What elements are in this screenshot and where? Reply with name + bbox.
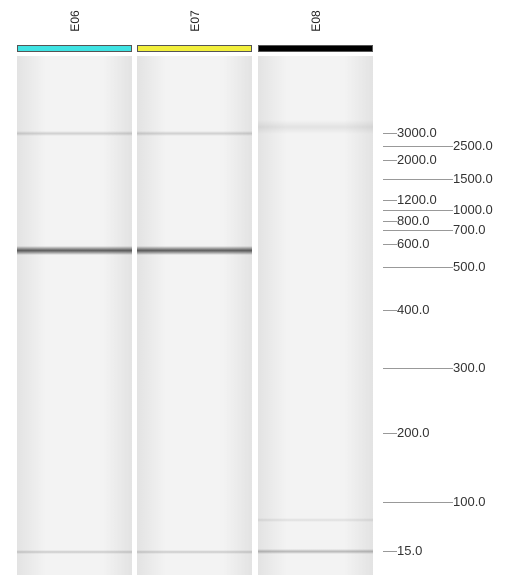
ladder-line xyxy=(383,267,453,268)
band xyxy=(17,131,132,136)
ladder-label: 1500.0 xyxy=(453,172,493,186)
ladder-line xyxy=(383,230,453,231)
ladder-line xyxy=(383,244,397,245)
gel-view: E06 E07 E08 3000.0 2500.0 2000.0 1500.0 1200.0 1… xyxy=(0,0,525,575)
ladder-line xyxy=(383,146,453,147)
ladder-label: 15.0 xyxy=(397,544,422,558)
ladder-line xyxy=(383,433,397,434)
lane-label: E07 xyxy=(178,1,212,41)
band xyxy=(17,246,132,255)
ladder-line xyxy=(383,210,453,211)
ladder-line xyxy=(383,502,453,503)
ladder-label: 2500.0 xyxy=(453,139,493,153)
ladder-label: 2000.0 xyxy=(397,153,437,167)
lane-label: E06 xyxy=(58,1,92,41)
ladder-line xyxy=(383,160,397,161)
ladder-line xyxy=(383,200,397,201)
lane-color-bar xyxy=(258,45,373,52)
ladder-line xyxy=(383,133,397,134)
band xyxy=(258,518,373,522)
ladder-label: 300.0 xyxy=(453,361,486,375)
ladder-label: 200.0 xyxy=(397,426,430,440)
lane-color-bar xyxy=(17,45,132,52)
ladder-label: 500.0 xyxy=(453,260,486,274)
ladder-label: 800.0 xyxy=(397,214,430,228)
band xyxy=(258,120,373,134)
lane xyxy=(17,56,132,575)
ladder-label: 3000.0 xyxy=(397,126,437,140)
ladder-line xyxy=(383,221,397,222)
ladder-line xyxy=(383,310,397,311)
ladder-label: 700.0 xyxy=(453,223,486,237)
band xyxy=(137,550,252,554)
band xyxy=(137,131,252,136)
ladder-label: 1000.0 xyxy=(453,203,493,217)
ladder-label: 1200.0 xyxy=(397,193,437,207)
ladder-label: 600.0 xyxy=(397,237,430,251)
lane-color-bar xyxy=(137,45,252,52)
band xyxy=(17,550,132,554)
ladder-line xyxy=(383,368,453,369)
ladder-line xyxy=(383,179,453,180)
lane xyxy=(137,56,252,575)
ladder-label: 100.0 xyxy=(453,495,486,509)
ladder-line xyxy=(383,551,397,552)
band xyxy=(137,246,252,255)
band xyxy=(258,549,373,554)
lane-label: E08 xyxy=(299,1,333,41)
ladder-label: 400.0 xyxy=(397,303,430,317)
lane xyxy=(258,56,373,575)
